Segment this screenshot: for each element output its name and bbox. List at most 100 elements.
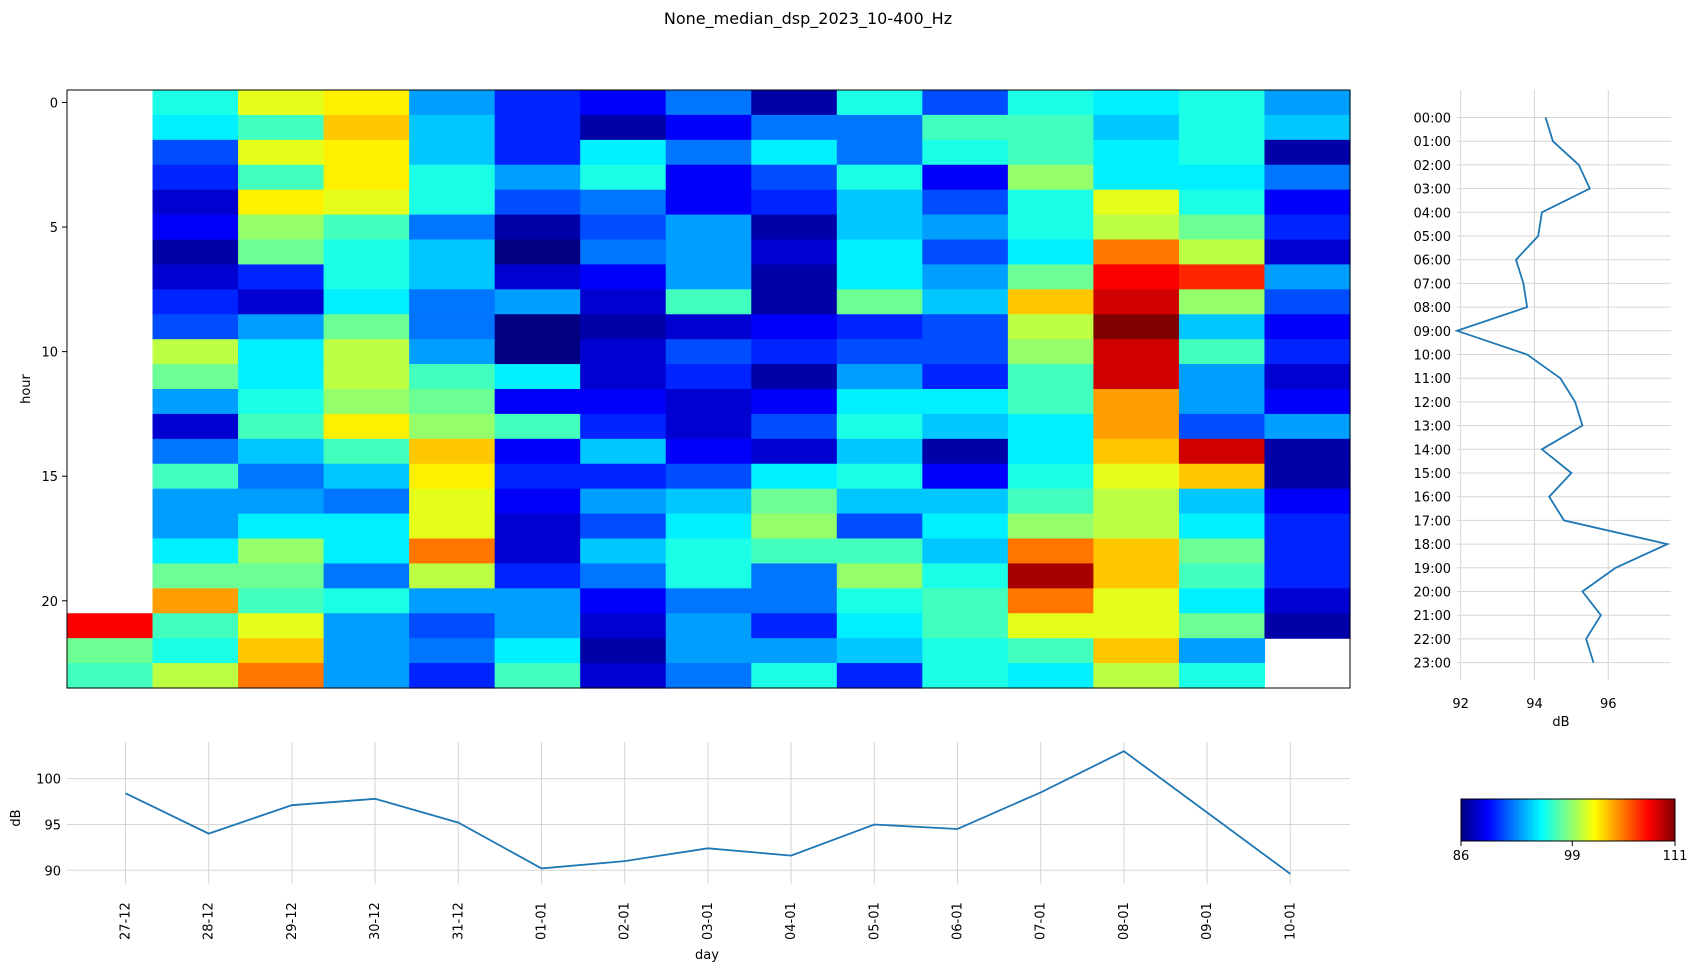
- heatmap-cell: [494, 289, 581, 315]
- heatmap-cell: [1093, 314, 1180, 340]
- heatmap-cell: [409, 189, 496, 216]
- colorbar-segment: [1561, 799, 1566, 841]
- hourly-y-tick-label: 08:00: [1414, 301, 1451, 316]
- heatmap-cell: [580, 364, 667, 390]
- colorbar-segment: [1531, 799, 1536, 841]
- heatmap-cell: [580, 538, 667, 565]
- heatmap-cell: [152, 513, 239, 540]
- heatmap-cell: [494, 314, 581, 340]
- heatmap-cell: [751, 488, 838, 515]
- heatmap-cell: [1093, 189, 1180, 216]
- daily-x-tick-label: 07-01: [1034, 902, 1049, 940]
- heatmap-cell: [1007, 663, 1094, 689]
- heatmap-cell: [1264, 613, 1351, 639]
- heatmap-y-axis-label: hour: [19, 373, 34, 403]
- heatmap-cell: [494, 164, 581, 191]
- heatmap-cell: [409, 389, 496, 415]
- colorbar-tick-label: 99: [1564, 849, 1581, 864]
- heatmap-cell: [1264, 513, 1351, 540]
- heatmap-cell: [580, 638, 667, 664]
- heatmap-cell: [323, 613, 410, 639]
- heatmap-cell: [1264, 463, 1351, 490]
- heatmap-cell: [238, 289, 325, 315]
- heatmap-cell: [836, 538, 923, 565]
- heatmap-cell: [580, 214, 667, 241]
- hourly-y-tick-label: 12:00: [1414, 396, 1451, 411]
- colorbar-segment: [1658, 799, 1663, 841]
- heatmap-cell: [323, 139, 410, 166]
- heatmap-cell: [1093, 214, 1180, 241]
- heatmap-cell: [922, 638, 1009, 664]
- colorbar-segment: [1628, 799, 1633, 841]
- heatmap-cell: [665, 164, 752, 191]
- heatmap-cell: [152, 389, 239, 415]
- heatmap-cell: [1178, 438, 1266, 465]
- heatmap-cell: [580, 488, 667, 515]
- daily-x-tick-label: 04-01: [784, 902, 799, 940]
- heatmap-cell: [1007, 314, 1094, 340]
- heatmap-cell: [494, 588, 581, 614]
- heatmap-cell: [1093, 563, 1180, 589]
- heatmap-cell: [409, 638, 496, 664]
- heatmap-cell: [665, 613, 752, 639]
- colorbar-segment: [1514, 799, 1519, 841]
- heatmap-cell: [323, 588, 410, 614]
- heatmap-cell: [836, 588, 923, 614]
- heatmap-cell: [836, 90, 923, 116]
- colorbar-segment: [1591, 799, 1596, 841]
- colorbar-segment: [1614, 799, 1619, 841]
- heatmap-cell: [67, 638, 154, 664]
- heatmap-cell: [238, 214, 325, 241]
- heatmap-cell: [751, 663, 838, 689]
- heatmap-cell: [494, 114, 581, 141]
- colorbar-segment: [1517, 799, 1522, 841]
- heatmap-cell: [1178, 314, 1266, 340]
- colorbar-tick-label: 86: [1453, 849, 1470, 864]
- heatmap-cell: [67, 663, 154, 689]
- heatmap-cell: [238, 389, 325, 415]
- heatmap-cell: [1178, 339, 1266, 365]
- heatmap-cell: [922, 289, 1009, 315]
- heatmap-cell: [1093, 538, 1180, 565]
- hourly-y-tick-label: 10:00: [1414, 349, 1451, 364]
- heatmap-cell: [152, 413, 239, 440]
- heatmap-cell: [494, 413, 581, 440]
- heatmap-cell: [494, 638, 581, 664]
- heatmap-cell: [409, 588, 496, 614]
- heatmap-cell: [1007, 638, 1094, 664]
- colorbar-segment: [1467, 799, 1472, 841]
- heatmap-frame: [66, 89, 1351, 689]
- heatmap-cell: [494, 389, 581, 415]
- heatmap-cell: [323, 389, 410, 415]
- colorbar-segment: [1504, 799, 1509, 841]
- heatmap-cell: [323, 538, 410, 565]
- colorbar-segment: [1568, 799, 1572, 841]
- heatmap-cell: [751, 613, 838, 639]
- heatmap-cell: [836, 663, 923, 689]
- heatmap-cell: [152, 588, 239, 614]
- heatmap-cell: [1093, 139, 1180, 166]
- colorbar-segment: [1557, 799, 1562, 841]
- heatmap-cell: [323, 438, 410, 465]
- colorbar-segment: [1584, 799, 1589, 841]
- heatmap-cell: [152, 264, 239, 290]
- colorbar-segment: [1537, 799, 1542, 841]
- daily-x-tick-label: 27-12: [119, 902, 134, 940]
- heatmap-cell: [836, 264, 923, 290]
- colorbar-segment: [1638, 799, 1643, 841]
- heatmap-cell: [409, 164, 496, 191]
- heatmap-cell: [1178, 513, 1266, 540]
- colorbar-segment: [1507, 799, 1512, 841]
- heatmap-cell: [1007, 413, 1094, 440]
- heatmap-cell: [665, 264, 752, 290]
- daily-x-tick-label: 29-12: [285, 902, 300, 940]
- colorbar-segment: [1497, 799, 1502, 841]
- hourly-y-tick-label: 09:00: [1414, 325, 1451, 340]
- heatmap-cell: [323, 339, 410, 365]
- daily-x-tick-label: 03-01: [701, 902, 716, 940]
- daily-x-tick-label: 31-12: [451, 902, 466, 940]
- colorbar-segment: [1604, 799, 1609, 841]
- heatmap-cell: [1178, 239, 1266, 266]
- heatmap-cell: [751, 339, 838, 365]
